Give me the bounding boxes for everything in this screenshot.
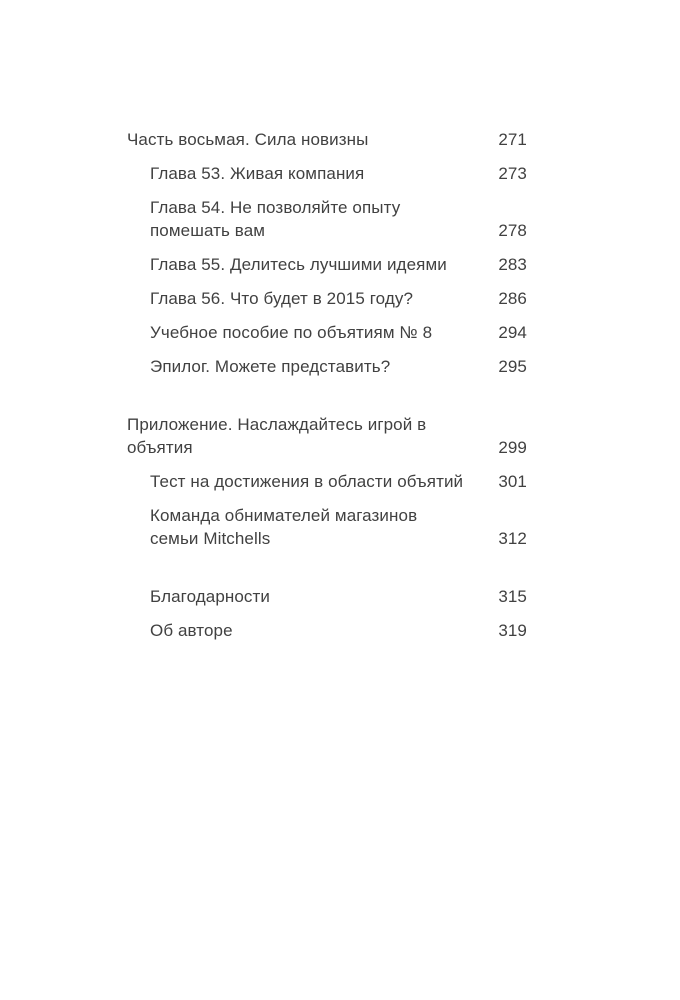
toc-entry-title: Глава 53. Живая компания [150,164,365,183]
toc-entry-title: Эпилог. Можете представить? [150,357,391,376]
toc-entry-title: Часть восьмая. Сила новизны [127,130,369,149]
toc-entry-page: 299 [498,438,527,457]
toc-entry: Благодарности 315 [127,585,527,608]
toc-entry-page: 294 [498,323,527,342]
toc-entry-title: Об авторе [150,621,233,640]
toc-entry: Глава 54. Не позволяйте опыту помешать в… [127,196,527,242]
toc-group-back-matter: Благодарности 315 Об авторе 319 [127,585,527,642]
toc-group-part-eight: Часть восьмая. Сила новизны 271 Глава 53… [127,128,527,378]
toc-group-appendix: Приложение. Наслаждайтесь игрой в объяти… [127,413,527,550]
table-of-contents: Часть восьмая. Сила новизны 271 Глава 53… [127,128,527,653]
toc-entry-title: Команда обнимателей магазинов семьи Mitc… [150,506,418,548]
toc-entry-title: Благодарности [150,587,271,606]
toc-entry-title: Тест на достижения в области объятий [150,472,464,491]
toc-entry: Часть восьмая. Сила новизны 271 [127,128,527,151]
toc-entry: Команда обнимателей магазинов семьи Mitc… [127,504,527,550]
toc-entry-title: Глава 56. Что будет в 2015 году? [150,289,413,308]
toc-entry-page: 319 [498,621,527,640]
toc-entry-page: 271 [498,130,527,149]
toc-entry: Глава 55. Делитесь лучшими идеями 283 [127,253,527,276]
toc-entry-page: 295 [498,357,527,376]
toc-entry: Приложение. Наслаждайтесь игрой в объяти… [127,413,527,459]
toc-entry-page: 283 [498,255,527,274]
toc-entry-page: 312 [498,529,527,548]
toc-entry: Об авторе 319 [127,619,527,642]
toc-entry: Учебное пособие по объятиям № 8 294 [127,321,527,344]
toc-entry-page: 286 [498,289,527,308]
toc-entry-page: 273 [498,164,527,183]
toc-entry-page: 315 [498,587,527,606]
toc-entry-title: Глава 55. Делитесь лучшими идеями [150,255,447,274]
toc-entry-title: Приложение. Наслаждайтесь игрой в объяти… [127,415,427,457]
toc-entry-title: Учебное пособие по объятиям № 8 [150,323,433,342]
toc-entry: Тест на достижения в области объятий 301 [127,470,527,493]
toc-entry: Глава 56. Что будет в 2015 году? 286 [127,287,527,310]
toc-entry-title: Глава 54. Не позволяйте опыту помешать в… [150,198,401,240]
toc-entry-page: 278 [498,221,527,240]
toc-entry: Эпилог. Можете представить? 295 [127,355,527,378]
toc-entry-page: 301 [498,472,527,491]
toc-entry: Глава 53. Живая компания 273 [127,162,527,185]
